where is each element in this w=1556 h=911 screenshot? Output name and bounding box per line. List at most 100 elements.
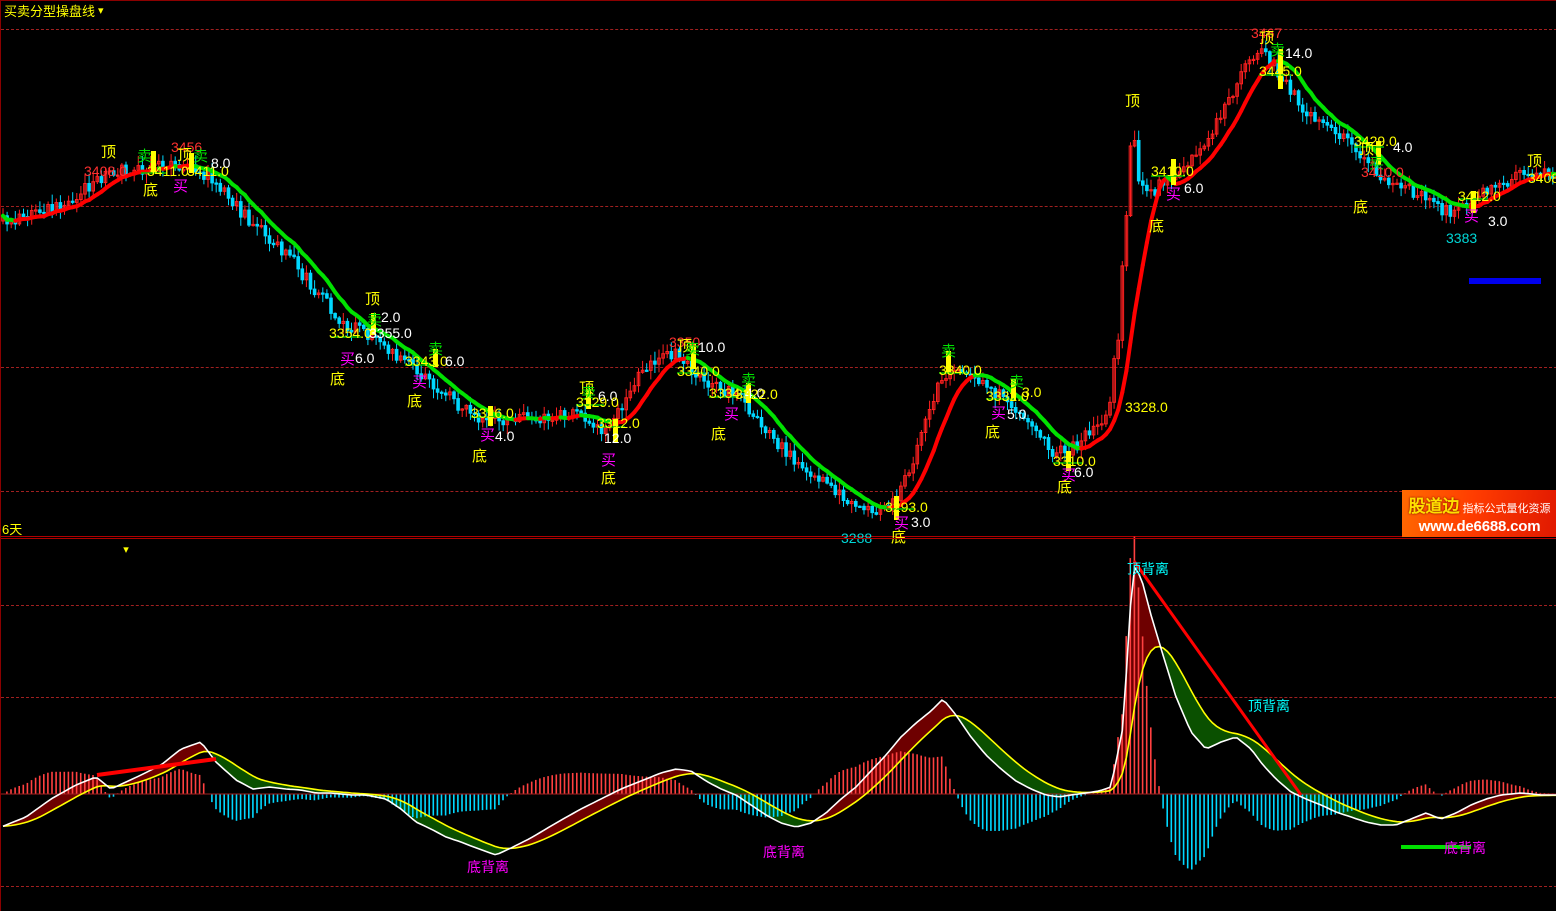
price-signal-label: 3354.0 xyxy=(329,325,372,341)
price-signal-label: 3.0 xyxy=(1488,213,1508,229)
price-signal-label: 3329.0 xyxy=(576,394,619,410)
gridline xyxy=(1,367,1556,368)
chevron-down-icon[interactable]: ▾ xyxy=(98,4,104,17)
price-signal-label: 卖 xyxy=(367,312,383,329)
price-signal-label: 卖 xyxy=(193,148,209,165)
price-signal-label: 3293.0 xyxy=(885,499,928,515)
price-signal-label: 卖 xyxy=(941,343,957,360)
price-signal-label: 3456 xyxy=(171,139,203,155)
price-signal-label: 卖 xyxy=(1009,374,1025,391)
price-signal-label: 4.0 xyxy=(1393,139,1413,155)
macd-chart-panel xyxy=(1,536,1556,911)
gridline xyxy=(1,605,1556,606)
price-signal-label: 买 xyxy=(601,452,617,469)
price-signal-label: 底 xyxy=(472,448,488,465)
price-signal-label: 买 xyxy=(1166,186,1182,203)
price-signal-label: 3.0 xyxy=(911,514,931,530)
price-signal-label: 卖 xyxy=(137,148,153,165)
price-signal-label: 底 xyxy=(985,424,1001,441)
price-signal-label: 3411.0 xyxy=(187,163,229,179)
price-signal-label: 买 xyxy=(894,515,910,532)
watermark-tagline: 指标公式量化资源 xyxy=(1462,503,1551,515)
price-signal-label: 顶 xyxy=(1125,93,1141,110)
chevron-down-icon[interactable]: ▾ xyxy=(123,544,129,556)
price-signal-label: 卖 xyxy=(741,372,757,389)
price-signal-label: 3340.0 xyxy=(939,362,982,378)
gridline xyxy=(1,697,1556,698)
price-signal-label: 底 xyxy=(1353,199,1369,216)
price-signal-label: 底 xyxy=(330,371,346,388)
price-signal-label: 4.0 xyxy=(495,428,515,444)
period-label: 6天 xyxy=(2,522,23,537)
price-signal-label: 卖 xyxy=(685,341,701,358)
price-signal-label: 买 xyxy=(173,178,189,195)
gridline xyxy=(1,886,1556,887)
price-signal-label: 12.0 xyxy=(604,430,632,446)
price-signal-label: 底 xyxy=(143,182,159,199)
price-signal-label: 3340.0 xyxy=(677,363,720,379)
price-candles xyxy=(1,39,1556,521)
diff-readout: DIFF 0.65 xyxy=(138,542,197,557)
price-signal-label: 3328.0 xyxy=(1125,399,1168,415)
price-signal-label: 3334.0 xyxy=(709,385,752,401)
price-signal-label: 3410.0 xyxy=(1361,164,1404,180)
price-signal-label: 10.0 xyxy=(698,339,726,355)
price-signal-label: 买 xyxy=(1061,467,1077,484)
price-signal-label: 3412.0 xyxy=(1458,188,1501,204)
gridline xyxy=(1,206,1556,207)
price-signal-label: 2.0 xyxy=(381,309,401,325)
watermark-url: www.de6688.com xyxy=(1418,518,1541,535)
macd-panel-title: MACD共振背离提示 xyxy=(4,543,121,558)
price-signal-label: 4.0 xyxy=(745,385,765,401)
price-signal-label: 顶 xyxy=(1527,153,1543,170)
dea-readout: DEA 0.40 xyxy=(206,542,262,557)
price-signal-label: 顶 xyxy=(579,380,595,397)
price-signal-label: 买 xyxy=(412,374,428,391)
price-signal-label: 3411.0 xyxy=(147,163,189,179)
price-signal-label: 3408.0 xyxy=(84,163,127,179)
price-signal-label: 6.0 xyxy=(1184,180,1204,196)
price-signal-label: 6.0 xyxy=(1074,464,1094,480)
price-signal-label: 底 xyxy=(1057,479,1073,496)
price-signal-label: 6.0 xyxy=(355,350,375,366)
price-signal-label: 底 xyxy=(891,529,907,546)
watermark-logo: 股道边 指标公式量化资源 www.de6688.com xyxy=(1402,490,1556,537)
price-panel-header: 买卖分型操盘线 ▾ xyxy=(1,1,104,21)
macd-panel-header: MACD共振背离提示 ▾ DIFF 0.65 DEA 0.40 MACD 0.5… xyxy=(1,538,1556,560)
price-signal-label: 买 xyxy=(480,427,496,444)
price-panel-title: 买卖分型操盘线 xyxy=(4,3,96,19)
macd-readout: MACD 0.50 xyxy=(271,542,339,557)
price-signal-label: 3343.0 xyxy=(405,353,448,369)
price-signal-label: 底 xyxy=(601,470,617,487)
price-signal-label: 买 xyxy=(340,351,356,368)
price-signal-label: 3467 xyxy=(1251,25,1283,41)
price-signal-label: 底 xyxy=(1149,218,1165,235)
price-signal-label: 3312.0 xyxy=(597,415,640,431)
price-signal-label: 卖 xyxy=(428,341,444,358)
price-signal-label: 6.0 xyxy=(598,388,618,404)
price-signal-label: 3322.0 xyxy=(735,386,778,402)
price-signal-label: 3355.0 xyxy=(369,325,412,341)
price-chart-panel xyxy=(1,1,1556,537)
gridline xyxy=(1,491,1556,492)
price-signal-label: 卖 xyxy=(1369,155,1385,172)
macd-divergence-label: 底背离 xyxy=(467,859,509,875)
blue-reference-segment xyxy=(1469,278,1541,284)
price-signal-label: 买 xyxy=(724,406,740,423)
price-signal-label: 3332.0 xyxy=(986,388,1029,404)
gridline xyxy=(1,29,1556,30)
price-signal-label: 底 xyxy=(407,393,423,410)
price-signal-label: 顶 xyxy=(1359,141,1375,158)
watermark-brand: 股道边 xyxy=(1408,497,1460,516)
macd-histogram xyxy=(1,536,1556,870)
price-signal-label: 3.0 xyxy=(1022,384,1042,400)
price-signal-label: 顶 xyxy=(101,144,117,161)
price-signal-label: 3408. xyxy=(1528,170,1556,186)
price-signal-label: 卖 xyxy=(581,385,597,402)
price-signal-label: 3310.0 xyxy=(1053,453,1096,469)
price-signal-label: 5.0 xyxy=(1007,406,1027,422)
macd-divergence-label: 底背离 xyxy=(763,844,805,860)
price-signal-label: 3445.0 xyxy=(1259,63,1302,79)
macd-divergence-label: 顶背离 xyxy=(1127,561,1169,577)
